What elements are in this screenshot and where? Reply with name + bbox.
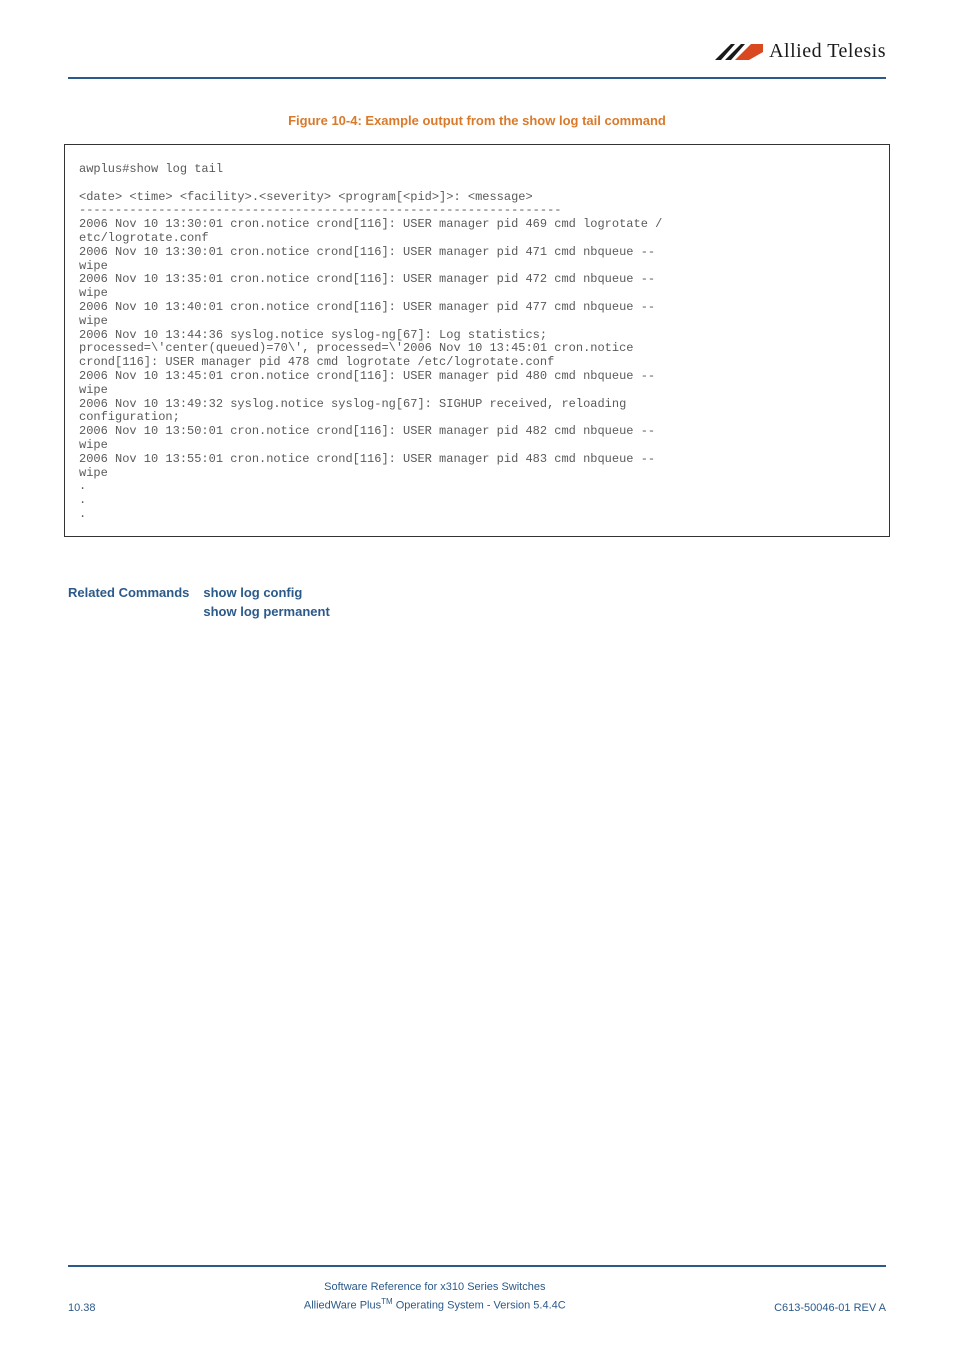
code-output-box: awplus#show log tail <date> <time> <faci…: [64, 144, 890, 537]
doc-reference: C613-50046-01 REV A: [774, 1302, 886, 1314]
related-commands-section: Related Commands show log config show lo…: [68, 585, 886, 619]
footer-subtitle: AlliedWare PlusTM Operating System - Ver…: [304, 1296, 566, 1314]
brand-logo: Allied Telesis: [715, 40, 886, 63]
link-show-log-config[interactable]: show log config: [203, 585, 329, 600]
page-header: Allied Telesis: [68, 40, 886, 71]
footer-title: Software Reference for x310 Series Switc…: [304, 1279, 566, 1296]
page-number: 10.38: [68, 1302, 96, 1314]
related-commands-links: show log config show log permanent: [203, 585, 329, 619]
related-commands-label: Related Commands: [68, 585, 189, 619]
brand-name: Allied Telesis: [769, 40, 886, 63]
figure-caption: Figure 10-4: Example output from the sho…: [68, 113, 886, 128]
footer-center-text: Software Reference for x310 Series Switc…: [304, 1279, 566, 1314]
header-rule: [68, 77, 886, 79]
link-show-log-permanent[interactable]: show log permanent: [203, 604, 329, 619]
allied-telesis-icon: [715, 42, 763, 62]
footer-rule: [68, 1265, 886, 1267]
page-footer: 10.38 Software Reference for x310 Series…: [0, 1265, 954, 1314]
